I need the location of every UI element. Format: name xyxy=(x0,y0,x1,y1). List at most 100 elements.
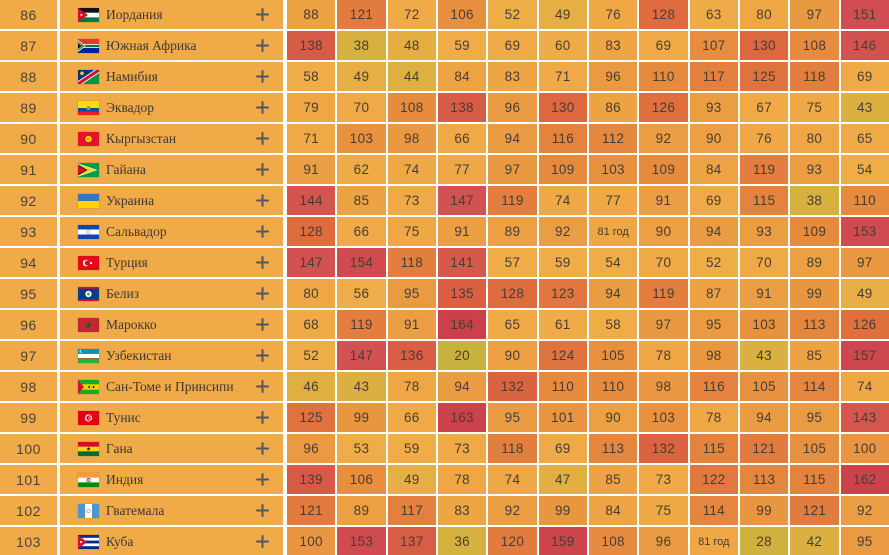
metric-cell: 113 xyxy=(739,465,789,494)
country-name: Белиз xyxy=(106,285,140,301)
expand-row-button[interactable] xyxy=(254,503,270,519)
metric-cell: 98 xyxy=(387,124,436,153)
expand-row-button[interactable] xyxy=(254,7,270,23)
table-row: 98 Сан-Томе и Принсипи 46 43 78 94 132 110 110… xyxy=(0,372,889,401)
metric-cell: 81 год xyxy=(689,527,738,555)
metric-value: 83 xyxy=(454,503,470,518)
table-row: 100 Гана 96 53 59 73 118 69 113 132 115 121 105 100 xyxy=(0,434,889,463)
metric-value: 81 год xyxy=(597,225,629,238)
metric-value: 96 xyxy=(303,441,319,456)
expand-row-button[interactable] xyxy=(254,131,270,147)
metric-value: 122 xyxy=(702,472,726,487)
metric-cell: 94 xyxy=(739,403,789,432)
expand-row-button[interactable] xyxy=(254,162,270,178)
expand-row-button[interactable] xyxy=(254,472,270,488)
row-values: 68 119 91 164 65 61 58 97 95 103 113 126 xyxy=(287,310,889,339)
expand-row-button[interactable] xyxy=(254,69,270,85)
metric-cell: 66 xyxy=(387,403,436,432)
metric-cell: 67 xyxy=(739,93,789,122)
metric-cell: 68 xyxy=(287,310,336,339)
metric-value: 88 xyxy=(303,7,319,22)
metric-cell: 47 xyxy=(538,465,587,494)
metric-cell: 113 xyxy=(790,310,839,339)
expand-row-button[interactable] xyxy=(254,255,270,271)
expand-row-button[interactable] xyxy=(254,193,270,209)
country-name: Гана xyxy=(106,440,133,456)
rank-label: 86 xyxy=(20,6,37,23)
metric-cell: 106 xyxy=(437,0,487,29)
metric-cell: 94 xyxy=(488,124,537,153)
metric-value: 130 xyxy=(752,38,776,53)
metric-value: 74 xyxy=(404,162,420,177)
metric-cell: 121 xyxy=(337,0,386,29)
metric-value: 96 xyxy=(504,100,521,115)
metric-cell: 77 xyxy=(588,186,638,215)
metric-cell: 153 xyxy=(337,527,386,555)
metric-cell: 162 xyxy=(840,465,889,494)
expand-row-button[interactable] xyxy=(254,410,270,426)
metric-cell: 125 xyxy=(287,403,336,432)
metric-value: 153 xyxy=(349,534,374,549)
metric-value: 115 xyxy=(702,441,725,456)
metric-cell: 136 xyxy=(387,341,436,370)
metric-cell: 115 xyxy=(790,465,839,494)
metric-value: 80 xyxy=(303,286,319,301)
table-row: 99 Тунис 125 99 66 163 95 101 90 103 78 94 95 143 xyxy=(0,403,889,432)
metric-value: 92 xyxy=(856,503,873,518)
rank-cell: 86 xyxy=(0,0,57,29)
metric-cell: 38 xyxy=(337,31,386,60)
metric-value: 52 xyxy=(303,348,319,363)
metric-value: 107 xyxy=(702,38,726,53)
metric-value: 77 xyxy=(605,193,621,208)
metric-value: 139 xyxy=(299,472,323,487)
expand-row-button[interactable] xyxy=(254,224,270,240)
row-values: 79 70 108 138 96 130 86 126 93 67 75 43 xyxy=(287,93,889,122)
expand-row-button[interactable] xyxy=(254,286,270,302)
metric-cell: 103 xyxy=(337,124,386,153)
expand-row-button[interactable] xyxy=(254,441,270,457)
metric-value: 49 xyxy=(554,7,571,22)
expand-row-button[interactable] xyxy=(254,348,270,364)
metric-value: 67 xyxy=(756,100,772,115)
metric-value: 66 xyxy=(353,224,370,239)
metric-cell: 84 xyxy=(437,62,487,91)
country-flag-icon xyxy=(78,224,99,239)
metric-cell: 91 xyxy=(639,186,688,215)
metric-cell: 138 xyxy=(437,93,487,122)
expand-row-button[interactable] xyxy=(254,534,270,550)
metric-cell: 119 xyxy=(639,279,688,308)
metric-cell: 159 xyxy=(538,527,587,555)
rank-cell: 93 xyxy=(0,217,57,246)
expand-row-button[interactable] xyxy=(254,379,270,395)
country-flag-icon xyxy=(78,100,99,115)
metric-value: 99 xyxy=(806,286,823,301)
metric-value: 90 xyxy=(655,224,672,239)
row-values: 139 106 49 78 74 47 85 73 122 113 115 162 xyxy=(287,465,889,494)
metric-cell: 143 xyxy=(840,403,889,432)
metric-value: 87 xyxy=(705,286,722,301)
metric-value: 94 xyxy=(705,224,722,239)
metric-cell: 86 xyxy=(588,93,638,122)
metric-cell: 43 xyxy=(840,93,889,122)
metric-value: 84 xyxy=(454,69,470,84)
metric-value: 109 xyxy=(802,224,827,239)
metric-cell: 85 xyxy=(588,465,638,494)
expand-row-button[interactable] xyxy=(254,317,270,333)
metric-value: 68 xyxy=(303,317,319,332)
metric-cell: 154 xyxy=(337,248,386,277)
metric-cell: 115 xyxy=(689,434,738,463)
metric-cell: 44 xyxy=(387,62,436,91)
metric-cell: 52 xyxy=(689,248,738,277)
metric-value: 91 xyxy=(454,224,470,239)
country-name: Намибия xyxy=(106,68,158,84)
metric-cell: 121 xyxy=(287,496,336,525)
metric-value: 112 xyxy=(601,131,625,146)
metric-cell: 76 xyxy=(739,124,789,153)
expand-row-button[interactable] xyxy=(254,38,270,54)
metric-cell: 119 xyxy=(739,155,789,184)
country-name: Кыргызстан xyxy=(106,130,177,146)
metric-value: 120 xyxy=(500,534,525,549)
row-values: 80 56 95 135 128 123 94 119 87 91 99 49 xyxy=(287,279,889,308)
expand-row-button[interactable] xyxy=(254,100,270,116)
